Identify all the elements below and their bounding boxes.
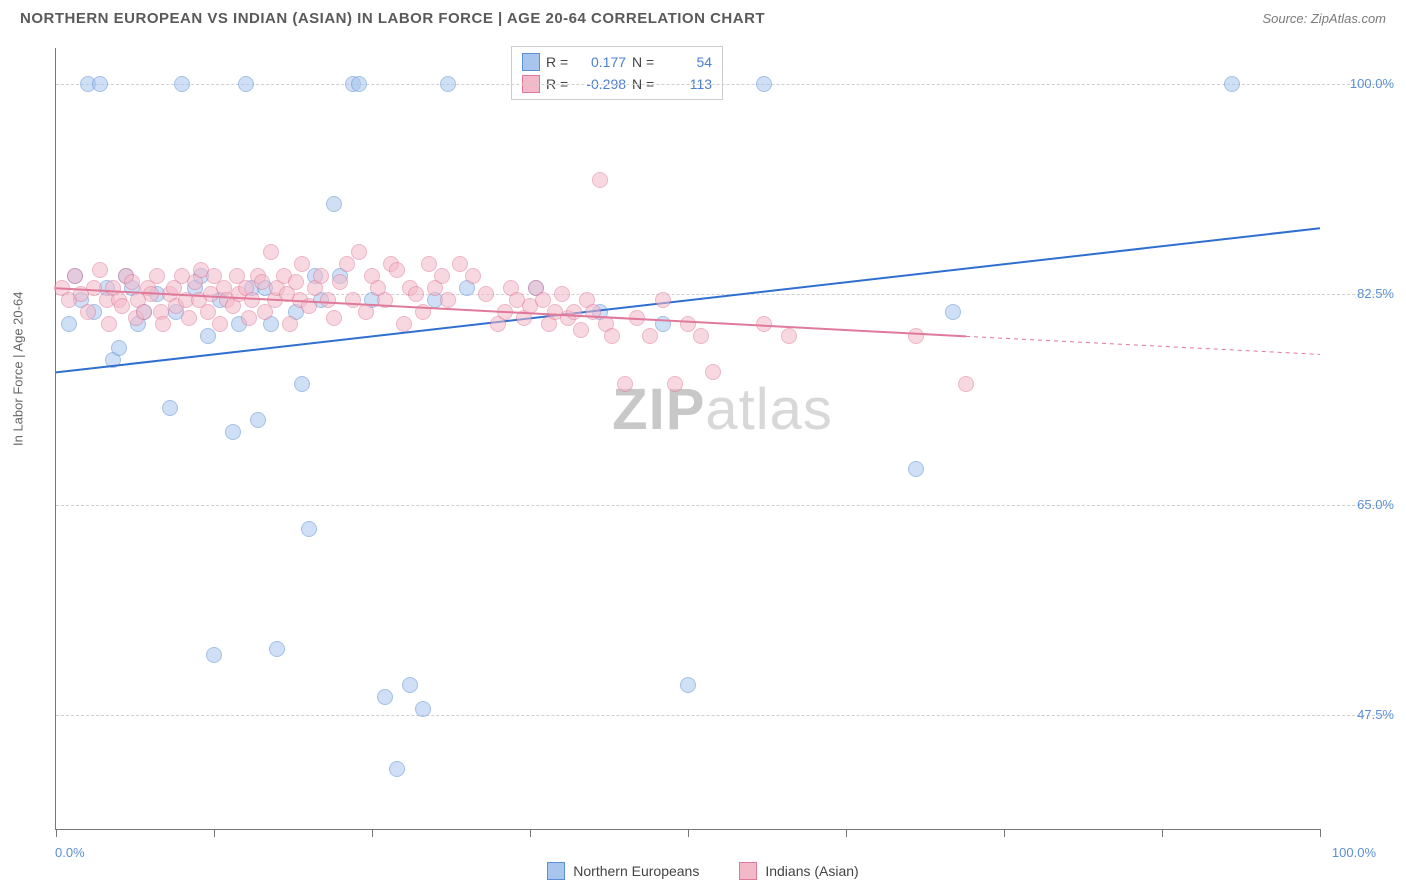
- y-tick-label: 47.5%: [1357, 707, 1394, 722]
- bottom-legend: Northern Europeans Indians (Asian): [0, 862, 1406, 880]
- y-tick-label: 100.0%: [1350, 76, 1394, 91]
- x-tick: [846, 829, 847, 837]
- legend-item: Northern Europeans: [547, 862, 699, 880]
- x-axis-max-label: 100.0%: [1332, 845, 1376, 860]
- x-tick: [1162, 829, 1163, 837]
- x-axis-min-label: 0.0%: [55, 845, 85, 860]
- x-tick: [56, 829, 57, 837]
- source-attribution: Source: ZipAtlas.com: [1262, 11, 1386, 26]
- y-tick-label: 82.5%: [1357, 286, 1394, 301]
- legend-swatch-icon: [547, 862, 565, 880]
- y-tick-label: 65.0%: [1357, 497, 1394, 512]
- x-tick: [1004, 829, 1005, 837]
- legend-label: Indians (Asian): [765, 863, 858, 879]
- scatter-chart: ZIPatlas R =0.177N =54R =-0.298N =113: [55, 48, 1320, 830]
- legend-label: Northern Europeans: [573, 863, 699, 879]
- chart-title: NORTHERN EUROPEAN VS INDIAN (ASIAN) IN L…: [20, 10, 765, 27]
- legend-item: Indians (Asian): [739, 862, 858, 880]
- trend-line: [56, 48, 1320, 829]
- legend-swatch-icon: [739, 862, 757, 880]
- x-tick: [1320, 829, 1321, 837]
- x-tick: [530, 829, 531, 837]
- x-tick: [688, 829, 689, 837]
- x-tick: [214, 829, 215, 837]
- y-axis-title: In Labor Force | Age 20-64: [11, 292, 26, 446]
- x-tick: [372, 829, 373, 837]
